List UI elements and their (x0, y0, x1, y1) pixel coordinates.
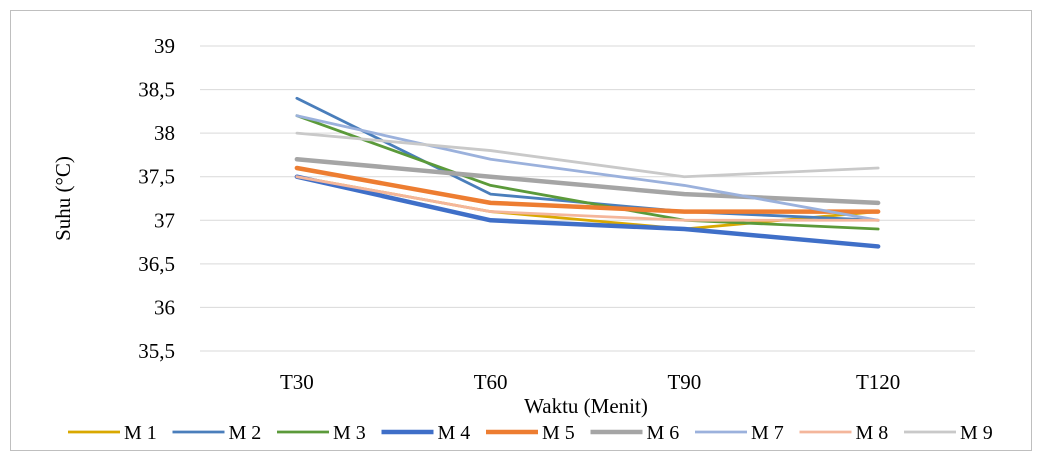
y-tick-label: 38,5 (138, 78, 175, 102)
gridlines (200, 45, 975, 352)
y-tick-label: 37 (154, 208, 175, 232)
legend-label: M 5 (542, 422, 575, 444)
legend-item: M 5 (486, 422, 575, 444)
y-tick-label: 35,5 (138, 339, 175, 363)
y-tick-label: 36 (154, 295, 175, 319)
legend-label: M 8 (856, 422, 889, 444)
y-axis-title: Suhu (°C) (51, 156, 75, 241)
x-tick-label: T120 (856, 370, 900, 394)
legend-label: M 4 (438, 422, 471, 444)
x-tick-label: T30 (280, 370, 314, 394)
legend-item: M 8 (799, 422, 889, 444)
legend-item: M 1 (68, 422, 157, 444)
series-line-m8 (295, 175, 880, 222)
series-line-m4 (294, 174, 881, 249)
x-axis-title: Waktu (Menit) (524, 394, 648, 418)
series-line-m9 (295, 131, 880, 179)
legend-item: M 7 (695, 422, 784, 444)
legend-label: M 6 (647, 422, 680, 444)
x-tick-label: T90 (667, 370, 701, 394)
y-tick-label: 37,5 (138, 165, 175, 189)
legend-item: M 4 (381, 422, 471, 444)
series-line-m6 (294, 157, 881, 206)
x-tick-label: T60 (474, 370, 508, 394)
legend-label: M 2 (229, 422, 262, 444)
x-tick-labels: T30 T60 T90 T120 (280, 370, 900, 394)
legend-label: M 9 (960, 422, 993, 444)
series-line-m5 (294, 165, 881, 214)
series-lines (294, 96, 881, 249)
legend-item: M 6 (590, 422, 680, 444)
y-tick-label: 36,5 (138, 252, 175, 276)
y-tick-label: 38 (154, 121, 175, 145)
legend: M 1 M 2 M 3 M 4 M 5 M 6 M 7 M 8 M 9 (68, 422, 993, 444)
chart-frame (10, 10, 1032, 451)
y-tick-labels: 35,5 36 36,5 37 37,5 38 38,5 39 (138, 34, 175, 363)
legend-label: M 1 (124, 422, 157, 444)
legend-label: M 7 (751, 422, 784, 444)
legend-label: M 3 (333, 422, 366, 444)
legend-item: M 9 (904, 422, 993, 444)
series-line-m3 (295, 114, 880, 231)
y-tick-label: 39 (154, 34, 175, 58)
legend-item: M 3 (277, 422, 366, 444)
legend-item: M 2 (172, 422, 262, 444)
series-line-m7 (295, 114, 880, 222)
